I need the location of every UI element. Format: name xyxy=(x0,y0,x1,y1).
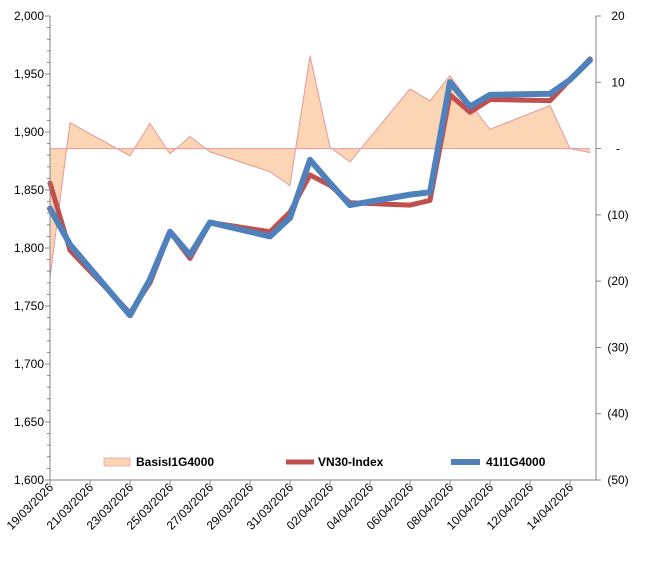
basis-point xyxy=(549,104,551,106)
basis-point xyxy=(189,136,191,138)
left-tick-label: 1,650 xyxy=(14,415,44,429)
data-point xyxy=(429,191,431,193)
data-point xyxy=(149,278,151,280)
basis-point xyxy=(329,146,331,148)
basis-point xyxy=(69,122,71,124)
basis-point xyxy=(589,152,591,154)
basis-point xyxy=(129,155,131,157)
data-point xyxy=(269,231,271,233)
data-point xyxy=(589,59,591,61)
data-point xyxy=(349,204,351,206)
data-point xyxy=(309,174,311,176)
right-tick-label: (40) xyxy=(607,407,628,421)
left-tick-label: 1,600 xyxy=(14,473,44,487)
data-point xyxy=(489,94,491,96)
basis-point xyxy=(269,171,271,173)
legend-swatch-basis xyxy=(103,457,131,467)
data-point xyxy=(489,99,491,101)
data-point xyxy=(409,194,411,196)
basis-point xyxy=(169,153,171,155)
data-point xyxy=(469,105,471,107)
basis-point xyxy=(449,75,451,77)
data-point xyxy=(289,217,291,219)
data-point xyxy=(549,93,551,95)
data-point xyxy=(569,79,571,81)
data-point xyxy=(309,159,311,161)
basis-point xyxy=(569,148,571,150)
basis-point xyxy=(409,88,411,90)
basis-point xyxy=(209,151,211,153)
legend-label-vn30: VN30-Index xyxy=(318,455,384,469)
basis-point xyxy=(309,55,311,57)
right-tick-label: (30) xyxy=(607,340,628,354)
right-tick-label: - xyxy=(616,142,620,156)
left-tick-label: 1,800 xyxy=(14,241,44,255)
data-point xyxy=(209,221,211,223)
data-point xyxy=(129,314,131,316)
left-tick-label: 1,850 xyxy=(14,183,44,197)
left-tick-label: 1,750 xyxy=(14,299,44,313)
lines-layer xyxy=(47,56,593,319)
right-tick-label: (10) xyxy=(607,208,628,222)
basis-point xyxy=(429,100,431,102)
data-point xyxy=(189,254,191,256)
data-point xyxy=(69,249,71,251)
data-point xyxy=(429,199,431,201)
basis-area xyxy=(50,55,590,278)
data-point xyxy=(169,231,171,233)
legend: BasisI1G4000 VN30-Index 41I1G4000 xyxy=(103,455,546,469)
basis-area-layer xyxy=(49,55,591,279)
series-line-41i1g4000 xyxy=(47,57,593,319)
left-tick-label: 1,900 xyxy=(14,125,44,139)
data-point xyxy=(409,204,411,206)
legend-label-basis: BasisI1G4000 xyxy=(136,455,214,469)
data-point xyxy=(269,235,271,237)
basis-point xyxy=(149,122,151,124)
basis-point xyxy=(489,128,491,130)
data-point xyxy=(549,100,551,102)
data-point xyxy=(69,244,71,246)
basis-area-outline xyxy=(49,55,591,278)
data-point xyxy=(329,182,331,184)
basis-point xyxy=(289,185,291,187)
right-tick-label: (50) xyxy=(607,473,628,487)
data-point xyxy=(449,81,451,83)
right-tick-label: 10 xyxy=(611,75,625,89)
basis-point xyxy=(349,161,351,163)
left-tick-label: 1,950 xyxy=(14,67,44,81)
data-point xyxy=(469,111,471,113)
right-tick-label: 20 xyxy=(611,9,625,23)
legend-label-41i1g4000: 41I1G4000 xyxy=(486,455,546,469)
data-point xyxy=(189,257,191,259)
left-tick-label: 2,000 xyxy=(14,9,44,23)
left-tick-label: 1,700 xyxy=(14,357,44,371)
right-tick-label: (20) xyxy=(607,274,628,288)
